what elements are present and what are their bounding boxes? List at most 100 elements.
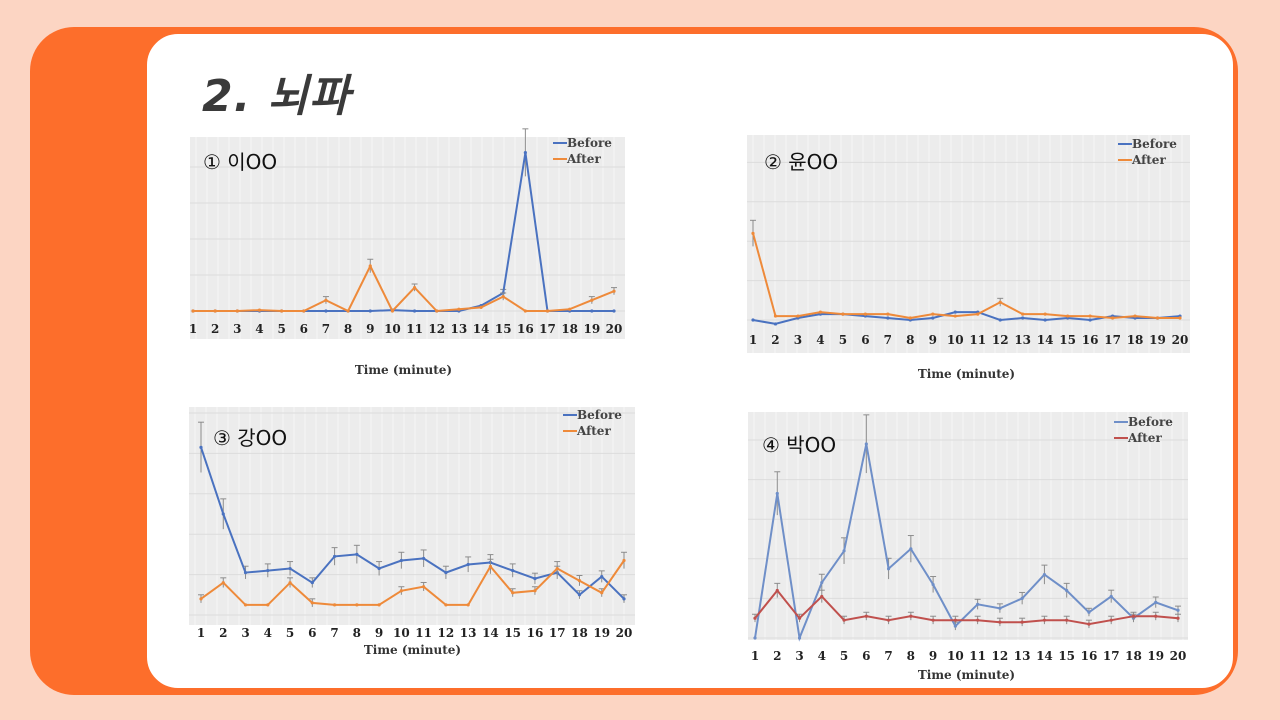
data-point (533, 589, 537, 593)
data-point (399, 589, 403, 593)
x-axis-label: Time (minute) (355, 363, 452, 377)
data-point (577, 593, 582, 597)
legend-label: After (566, 152, 601, 166)
x-tick-label: 14 (473, 322, 490, 336)
x-tick-label: 7 (322, 322, 330, 336)
data-point (886, 312, 890, 316)
x-tick-label: 5 (286, 626, 294, 640)
data-point (511, 568, 515, 573)
legend-label: After (1127, 431, 1162, 445)
x-tick-label: 6 (300, 322, 308, 336)
series-line (754, 443, 1179, 642)
x-tick-label: 11 (969, 333, 986, 347)
data-point (886, 316, 890, 320)
x-tick-label: 19 (583, 322, 600, 336)
data-point (577, 579, 582, 583)
data-point (976, 602, 980, 606)
x-tick-label: 13 (451, 322, 468, 336)
chart-panel-4: 1 2 3 4 5 6 7 8 9 10 11 12 13 14 15 16 17 18 19 20 Time (min… (748, 410, 1190, 686)
data-point (479, 305, 483, 309)
data-point (355, 603, 359, 607)
x-tick-label: 9 (366, 322, 374, 336)
x-tick-label: 3 (233, 322, 241, 336)
data-point (863, 312, 867, 316)
legend-label: Before (577, 408, 622, 422)
data-point (841, 312, 845, 316)
data-point (466, 562, 470, 567)
data-point (1110, 316, 1115, 320)
data-point (1154, 600, 1158, 604)
x-tick-label: 3 (241, 626, 249, 640)
data-point (257, 308, 262, 312)
data-point (753, 616, 757, 620)
data-point (568, 307, 572, 311)
legend-label: After (1131, 153, 1166, 167)
data-point (797, 636, 802, 640)
x-tick-label: 1 (197, 626, 205, 640)
x-tick-label: 8 (907, 649, 915, 663)
data-point (1131, 614, 1136, 618)
series-after (750, 219, 1182, 320)
x-tick-label: 20 (616, 626, 633, 640)
x-tick-label: 18 (561, 322, 578, 336)
data-point (796, 314, 800, 318)
data-point (1109, 618, 1113, 622)
x-tick-label: 8 (344, 322, 352, 336)
series-after (191, 258, 617, 313)
x-tick-label: 5 (839, 333, 847, 347)
data-point (266, 603, 270, 607)
x-tick-label: 4 (816, 333, 824, 347)
data-point (1176, 608, 1180, 612)
data-point (909, 547, 913, 551)
data-point (302, 309, 306, 313)
data-point (1155, 316, 1160, 320)
data-point (953, 314, 957, 318)
data-point (390, 309, 395, 313)
data-point (909, 614, 913, 618)
x-tick-label: 10 (384, 322, 401, 336)
data-point (998, 300, 1002, 304)
data-point (412, 286, 417, 290)
data-point (545, 309, 550, 313)
data-point (600, 591, 604, 595)
x-tick-label: 10 (947, 649, 964, 663)
x-tick-label: 2 (771, 333, 779, 347)
data-point (1065, 588, 1069, 593)
chart-panel-3: 1 2 3 4 5 6 7 8 9 10 11 12 13 14 15 16 17 18 19 20 Time (min… (189, 405, 635, 660)
data-point (820, 580, 824, 585)
data-point (908, 316, 912, 320)
data-point (1154, 614, 1158, 618)
x-tick-label: 17 (539, 322, 556, 336)
data-point (998, 606, 1002, 610)
data-point (976, 618, 980, 622)
data-point (324, 298, 328, 302)
data-point (199, 445, 203, 449)
data-point (355, 552, 359, 556)
data-point (288, 566, 292, 571)
x-tick-label: 15 (495, 322, 512, 336)
data-point (864, 614, 868, 618)
data-point (886, 567, 891, 571)
data-point (191, 309, 195, 313)
x-tick-label: 19 (1149, 333, 1166, 347)
data-point (953, 310, 957, 314)
x-tick-label: 3 (795, 649, 803, 663)
data-point (797, 616, 802, 620)
x-tick-label: 2 (219, 626, 227, 640)
data-point (1020, 596, 1024, 600)
x-tick-label: 16 (517, 322, 534, 336)
data-point (842, 549, 846, 553)
data-point (1088, 318, 1092, 322)
series-line (193, 263, 615, 313)
data-point (199, 597, 203, 601)
x-tick-label: 11 (969, 649, 986, 663)
data-point (998, 318, 1002, 322)
x-tick-label: 2 (773, 649, 781, 663)
x-tick-label: 14 (482, 626, 499, 640)
x-tick-label: 10 (393, 626, 410, 640)
series-after (198, 551, 627, 607)
x-tick-label: 8 (353, 626, 361, 640)
x-tick-label: 19 (1147, 649, 1164, 663)
